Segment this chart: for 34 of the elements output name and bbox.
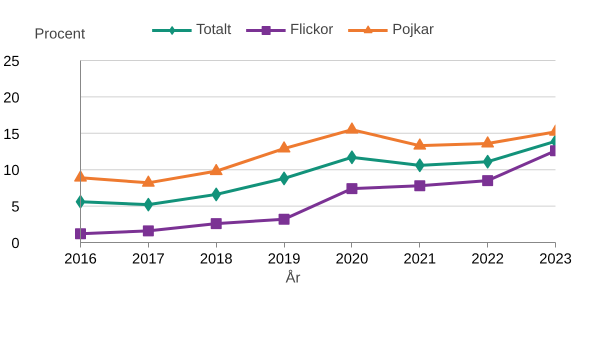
point bbox=[142, 175, 155, 187]
x-tick-label: 2021 bbox=[403, 252, 436, 268]
y-tick-label: 15 bbox=[3, 126, 20, 143]
point bbox=[346, 183, 358, 194]
point bbox=[414, 180, 426, 192]
y-tick-label: 5 bbox=[11, 200, 20, 216]
x-tick-label: 2020 bbox=[336, 252, 368, 268]
x-tick-label: 2018 bbox=[200, 252, 233, 268]
y-tick-label: 10 bbox=[3, 163, 20, 180]
legend-label: Flickor bbox=[290, 22, 334, 38]
point bbox=[142, 225, 154, 236]
x-tick-label: 2022 bbox=[471, 252, 504, 268]
point bbox=[278, 214, 290, 225]
y-axis-title: Procent bbox=[34, 26, 86, 42]
point bbox=[210, 164, 223, 176]
x-tick-label: 2017 bbox=[132, 252, 165, 268]
point bbox=[413, 138, 426, 150]
point bbox=[414, 158, 425, 172]
point bbox=[481, 136, 494, 148]
point bbox=[210, 218, 222, 230]
point bbox=[345, 122, 358, 134]
point bbox=[75, 228, 86, 240]
x-tick-label: 2023 bbox=[539, 252, 572, 268]
y-tick-label: 0 bbox=[11, 236, 20, 252]
point bbox=[482, 175, 494, 186]
y-tick-label: 20 bbox=[3, 90, 20, 106]
x-tick-label: 2016 bbox=[64, 252, 97, 268]
x-axis-title: År bbox=[286, 270, 300, 286]
point bbox=[278, 141, 291, 153]
y-tick-label: 25 bbox=[3, 54, 20, 70]
x-tick-label: 2019 bbox=[268, 252, 300, 268]
legend-label: Totalt bbox=[196, 22, 232, 38]
legend-label: Pojkar bbox=[392, 22, 434, 38]
point bbox=[211, 187, 222, 202]
